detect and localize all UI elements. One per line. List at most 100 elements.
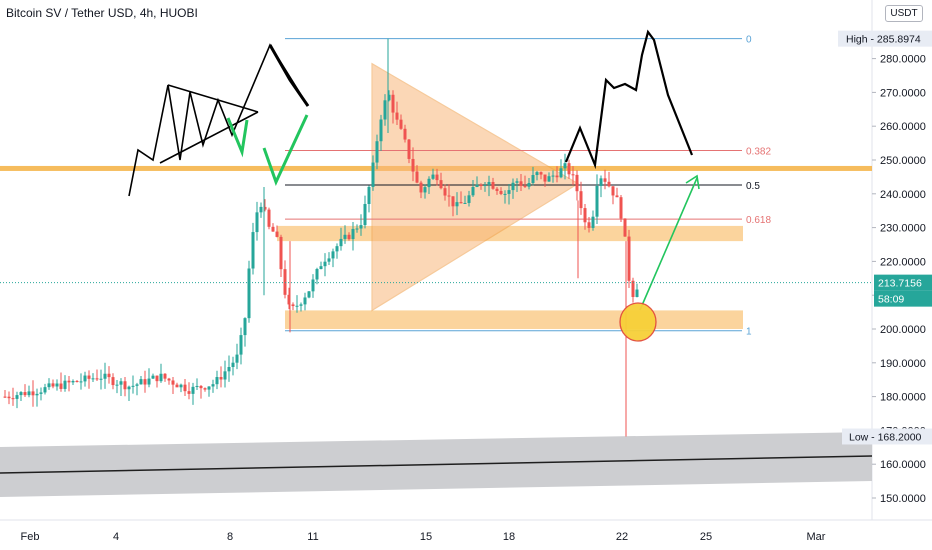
- candle-body: [351, 228, 355, 240]
- candle-body: [419, 182, 423, 193]
- candle-body: [499, 190, 503, 194]
- candle-body: [355, 228, 359, 230]
- candle-body: [143, 379, 147, 385]
- candle-body: [235, 354, 239, 363]
- candle-body: [571, 174, 575, 176]
- candle-body: [407, 139, 411, 159]
- candle-body: [223, 371, 227, 380]
- target-arrowhead: [685, 174, 700, 190]
- countdown-tag-text: 58:09: [878, 294, 904, 306]
- y-tick-label: 220.0000: [880, 256, 926, 268]
- candle-body: [3, 396, 7, 398]
- candle-body: [95, 378, 99, 380]
- fib-label: 0.618: [746, 215, 771, 226]
- candle-body: [539, 172, 543, 175]
- y-tick-label: 150.0000: [880, 493, 926, 505]
- candle-body: [63, 380, 67, 389]
- candle-body: [399, 119, 403, 129]
- candle-body: [515, 181, 519, 183]
- candle-body: [375, 141, 379, 163]
- candle-body: [287, 294, 291, 305]
- candle-body: [59, 383, 63, 389]
- candle-body: [467, 195, 471, 203]
- candle-body: [315, 269, 319, 280]
- low-tag-text: Low - 168.2000: [849, 431, 922, 443]
- candle-body: [119, 381, 123, 385]
- candle-body: [219, 377, 223, 380]
- candle-body: [347, 234, 351, 240]
- currency-button[interactable]: USDT: [885, 5, 923, 22]
- pennant-thick-stroke: [268, 44, 310, 107]
- green-v: [262, 114, 309, 186]
- candle-body: [291, 304, 295, 307]
- candle-body: [7, 396, 11, 399]
- candle-body: [519, 181, 523, 186]
- candle-body: [455, 202, 459, 207]
- candle-body: [263, 206, 267, 210]
- candle-body: [383, 100, 387, 120]
- candle-body: [603, 178, 607, 182]
- candle-body: [267, 209, 271, 227]
- candle-body: [91, 378, 95, 380]
- candle-body: [595, 185, 599, 217]
- candle-body: [527, 183, 531, 187]
- y-tick-label: 260.0000: [880, 121, 926, 133]
- y-tick-label: 200.0000: [880, 324, 926, 336]
- candle-body: [187, 391, 191, 394]
- candle-body: [507, 190, 511, 194]
- candle-body: [607, 181, 611, 187]
- candle-body: [523, 185, 527, 187]
- candle-body: [307, 291, 311, 298]
- y-tick-label: 190.0000: [880, 358, 926, 370]
- candle-body: [275, 231, 279, 237]
- candle-body: [415, 171, 419, 183]
- candle-body: [71, 381, 75, 383]
- low-tag: Low - 168.2000: [842, 428, 932, 445]
- candle-body: [335, 246, 339, 252]
- fib-label: 0.5: [746, 181, 760, 192]
- x-tick-label: 25: [700, 531, 712, 543]
- candle-body: [635, 289, 639, 297]
- x-tick-label: 18: [503, 531, 515, 543]
- green-v-small: [226, 117, 249, 158]
- candles: [3, 38, 639, 437]
- candle-body: [207, 386, 211, 390]
- candle-body: [447, 195, 451, 197]
- candle-body: [27, 391, 31, 396]
- candle-body: [487, 182, 491, 186]
- countdown-tag: 58:09: [874, 290, 932, 307]
- candle-body: [175, 384, 179, 388]
- candle-body: [203, 388, 207, 390]
- candle-body: [439, 180, 443, 189]
- candle-body: [403, 128, 407, 140]
- candle-body: [79, 381, 83, 383]
- candle-body: [619, 197, 623, 219]
- fib-label: 0.382: [746, 147, 771, 158]
- candle-body: [503, 193, 507, 195]
- candle-body: [427, 178, 431, 188]
- candle-body: [139, 379, 143, 385]
- candle-body: [583, 208, 587, 223]
- highlight-ellipse: [619, 302, 657, 342]
- countdown-tag-bg: [874, 290, 932, 307]
- candle-body: [435, 174, 439, 181]
- candle-body: [39, 392, 43, 394]
- candle-body: [155, 375, 159, 382]
- pennant-upper-line: [167, 84, 259, 113]
- symmetrical-triangle: [371, 62, 580, 312]
- candle-body: [479, 184, 483, 186]
- candle-body: [15, 395, 19, 399]
- candle-body: [151, 375, 155, 379]
- candle-body: [255, 212, 259, 233]
- candle-body: [147, 378, 151, 385]
- last-price-tag-text: 213.7156: [878, 278, 922, 290]
- low-tag-bg: [842, 428, 932, 445]
- candle-body: [67, 380, 71, 383]
- x-tick-label: 15: [420, 531, 432, 543]
- candle-body: [111, 377, 115, 386]
- y-tick-label: 280.0000: [880, 54, 926, 66]
- candle-body: [107, 373, 111, 378]
- candle-body: [323, 261, 327, 267]
- time-axis: Feb 4 8 11 15 18 22 25 Mar: [21, 531, 826, 543]
